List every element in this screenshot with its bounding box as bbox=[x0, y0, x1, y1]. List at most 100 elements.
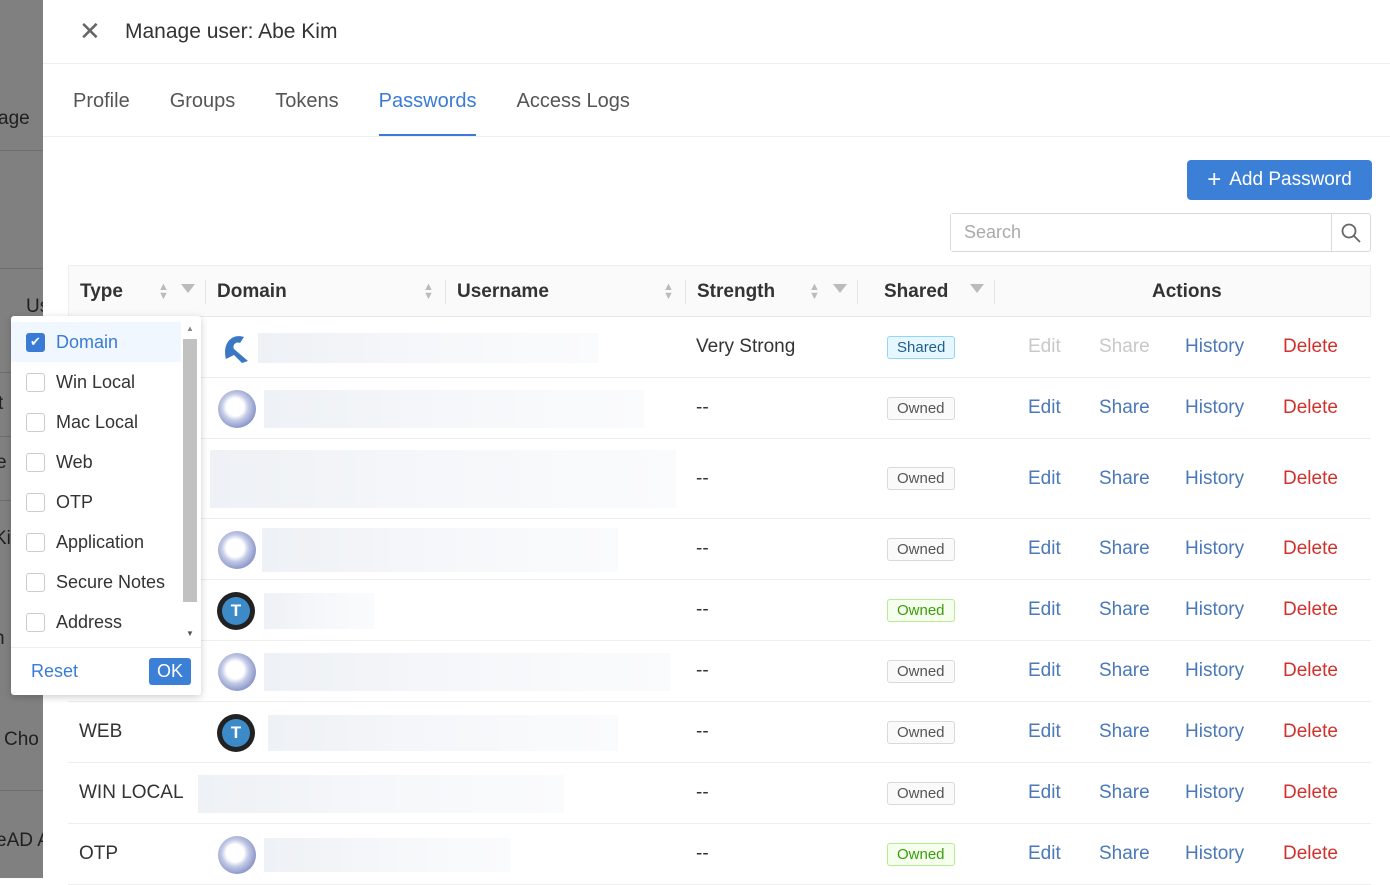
delete-link[interactable]: Delete bbox=[1283, 660, 1338, 681]
type-cell: OTP bbox=[79, 843, 119, 864]
history-link[interactable]: History bbox=[1185, 336, 1245, 357]
redacted-domain-username bbox=[262, 527, 618, 572]
globe-icon bbox=[218, 530, 256, 569]
dropdown-scrollbar[interactable]: ▲ ▼ bbox=[183, 324, 197, 644]
delete-link[interactable]: Delete bbox=[1283, 843, 1338, 864]
tab-passwords[interactable]: Passwords bbox=[378, 64, 477, 136]
sort-icon[interactable]: ▲ ▼ bbox=[809, 281, 820, 302]
shared-status-badge: Owned bbox=[887, 842, 955, 866]
sort-icon[interactable]: ▲ ▼ bbox=[663, 281, 674, 302]
shared-status-badge: Owned bbox=[887, 781, 955, 805]
checkbox[interactable] bbox=[26, 372, 45, 392]
share-link[interactable]: Share bbox=[1099, 467, 1150, 489]
delete-link[interactable]: Delete bbox=[1283, 782, 1338, 803]
edit-link[interactable]: Edit bbox=[1028, 843, 1061, 864]
tab-profile[interactable]: Profile bbox=[73, 90, 130, 112]
filter-option-mac-local[interactable]: Mac Local bbox=[11, 402, 181, 442]
background-text: eAD A bbox=[0, 830, 43, 851]
option-label: Win Local bbox=[56, 371, 136, 392]
checkbox[interactable] bbox=[26, 452, 45, 472]
history-link[interactable]: History bbox=[1185, 467, 1245, 489]
share-link[interactable]: Share bbox=[1099, 599, 1150, 620]
search-box bbox=[950, 213, 1371, 252]
scrollbar-thumb[interactable] bbox=[183, 339, 197, 602]
filter-option-otp[interactable]: OTP bbox=[11, 482, 181, 522]
history-link[interactable]: History bbox=[1185, 599, 1245, 620]
edit-link[interactable]: Edit bbox=[1028, 467, 1061, 489]
tab-bar: Profile Groups Tokens Passwords Access Logs bbox=[43, 64, 1390, 137]
edit-link[interactable]: Edit bbox=[1028, 397, 1061, 418]
tab-groups[interactable]: Groups bbox=[169, 90, 236, 112]
tab-access-logs[interactable]: Access Logs bbox=[516, 90, 630, 112]
search-input[interactable] bbox=[951, 214, 1331, 251]
strength-cell: -- bbox=[696, 660, 709, 681]
share-link[interactable]: Share bbox=[1099, 660, 1150, 681]
delete-link[interactable]: Delete bbox=[1283, 538, 1338, 559]
history-link[interactable]: History bbox=[1185, 660, 1245, 681]
checkbox[interactable] bbox=[26, 532, 45, 552]
reset-button[interactable]: Reset bbox=[31, 661, 79, 681]
type-filter-dropdown: ✔ Domain Win Local Mac Local Web OTP Applicati… bbox=[11, 316, 201, 695]
history-link[interactable]: History bbox=[1185, 538, 1245, 559]
filter-option-domain[interactable]: ✔ Domain bbox=[11, 322, 181, 362]
table-row: Very Strong Shared Edit Share History Delete bbox=[68, 317, 1371, 378]
filter-option-application[interactable]: Application bbox=[11, 522, 181, 562]
delete-link[interactable]: Delete bbox=[1283, 397, 1338, 418]
background-text: Cho bbox=[4, 729, 39, 750]
table-row: WEB T -- Owned Edit Share History Delete bbox=[68, 702, 1371, 763]
edit-link[interactable]: Edit bbox=[1028, 721, 1061, 742]
scroll-down-icon[interactable]: ▼ bbox=[186, 629, 194, 638]
edit-link[interactable]: Edit bbox=[1028, 599, 1061, 620]
filter-option-address[interactable]: Address bbox=[11, 602, 181, 642]
search-button[interactable] bbox=[1331, 214, 1370, 251]
background-text: Us bbox=[26, 296, 43, 317]
background-text: n bbox=[0, 628, 5, 650]
edit-link[interactable]: Edit bbox=[1028, 782, 1061, 803]
history-link[interactable]: History bbox=[1185, 721, 1245, 742]
table-row: WIN LOCAL -- Owned Edit Share History Delete bbox=[68, 763, 1371, 824]
option-label: Secure Notes bbox=[56, 571, 166, 592]
delete-link[interactable]: Delete bbox=[1283, 599, 1338, 620]
strength-cell: -- bbox=[696, 467, 709, 489]
col-shared: Shared bbox=[884, 281, 949, 302]
background-text: e bbox=[0, 452, 7, 473]
share-link[interactable]: Share bbox=[1099, 782, 1150, 803]
edit-link[interactable]: Edit bbox=[1028, 336, 1061, 357]
filter-icon[interactable] bbox=[833, 284, 847, 293]
history-link[interactable]: History bbox=[1185, 782, 1245, 803]
filter-option-secure-notes[interactable]: Secure Notes bbox=[11, 562, 181, 602]
close-icon[interactable]: ✕ bbox=[79, 16, 101, 46]
checkbox[interactable] bbox=[26, 492, 45, 512]
filter-option-web[interactable]: Web bbox=[11, 442, 181, 482]
filter-icon[interactable] bbox=[970, 284, 984, 293]
filter-option-win-local[interactable]: Win Local bbox=[11, 362, 181, 402]
checkbox[interactable] bbox=[26, 572, 45, 592]
sort-icon[interactable]: ▲ ▼ bbox=[158, 281, 169, 302]
share-link[interactable]: Share bbox=[1099, 721, 1150, 742]
strength-cell: -- bbox=[696, 397, 709, 418]
checkbox[interactable]: ✔ bbox=[26, 332, 45, 352]
checkbox[interactable] bbox=[26, 612, 45, 632]
globe-icon bbox=[218, 652, 256, 691]
share-link[interactable]: Share bbox=[1099, 538, 1150, 559]
edit-link[interactable]: Edit bbox=[1028, 538, 1061, 559]
history-link[interactable]: History bbox=[1185, 397, 1245, 418]
share-link[interactable]: Share bbox=[1099, 843, 1150, 864]
delete-link[interactable]: Delete bbox=[1283, 336, 1338, 357]
option-label: Domain bbox=[56, 331, 119, 352]
tab-tokens[interactable]: Tokens bbox=[275, 90, 339, 112]
delete-link[interactable]: Delete bbox=[1283, 721, 1338, 742]
share-link[interactable]: Share bbox=[1099, 397, 1150, 418]
checkbox[interactable] bbox=[26, 412, 45, 432]
filter-icon[interactable] bbox=[181, 284, 195, 293]
delete-link[interactable]: Delete bbox=[1283, 467, 1338, 489]
option-label: Mac Local bbox=[56, 411, 139, 432]
add-password-button[interactable]: + Add Password bbox=[1187, 160, 1372, 200]
sort-icon[interactable]: ▲ ▼ bbox=[423, 281, 434, 302]
drawer-header: ✕ Manage user: Abe Kim bbox=[43, 0, 1390, 64]
scroll-up-icon[interactable]: ▲ bbox=[186, 324, 194, 333]
share-link[interactable]: Share bbox=[1099, 336, 1150, 357]
edit-link[interactable]: Edit bbox=[1028, 660, 1061, 681]
ok-button[interactable]: OK bbox=[148, 658, 191, 685]
history-link[interactable]: History bbox=[1185, 843, 1245, 864]
